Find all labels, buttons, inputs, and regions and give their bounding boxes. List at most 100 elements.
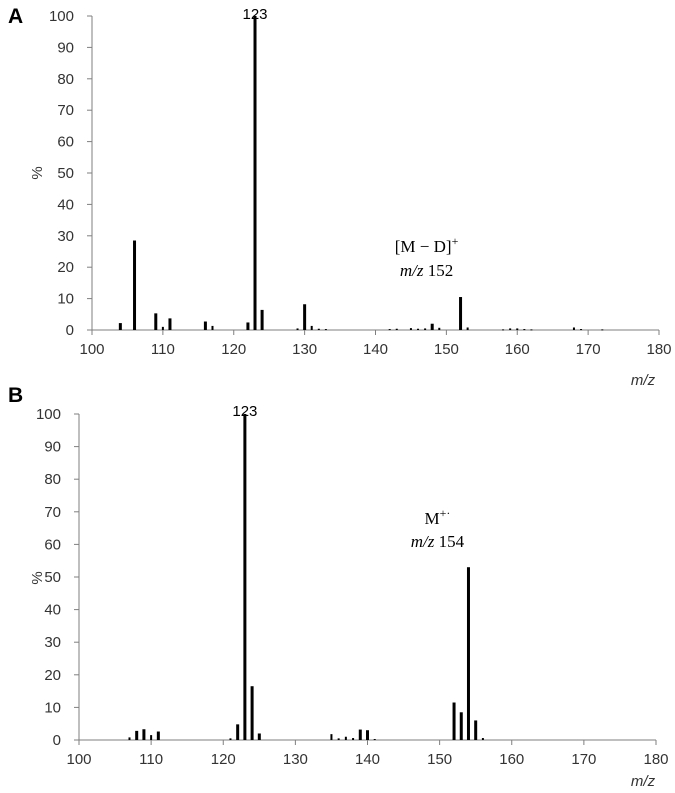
x-tick-label: 130 (283, 751, 308, 768)
spectrum-bar (481, 738, 484, 740)
spectrum-bar (296, 328, 299, 330)
y-tick-label: 20 (57, 259, 74, 276)
spectrum-bar (128, 737, 131, 740)
spectrum-bar (150, 735, 153, 740)
spectrum-bar (243, 414, 247, 740)
spectrum-bar (142, 729, 146, 740)
spectrum-bar (303, 304, 307, 330)
y-tick-label: 90 (44, 439, 61, 456)
spectrum-bar (523, 329, 526, 331)
x-tick-label: 110 (151, 341, 175, 358)
y-tick-label: 80 (57, 71, 74, 88)
spectrum-bar (253, 16, 257, 330)
spectrum-bar (509, 328, 512, 330)
x-axis-title: m/z (631, 773, 656, 790)
spectrum-bar (452, 702, 456, 740)
spectrum-bar (430, 323, 434, 330)
spectrum-bar (424, 328, 427, 330)
spectrum-bar (516, 328, 519, 330)
y-tick-label: 0 (53, 732, 61, 749)
x-tick-label: 180 (643, 751, 668, 768)
spectrum-bar (118, 323, 122, 330)
spectrum-bar (366, 730, 369, 740)
chart-panel-b: B 100 110 120 130 140 150 160 170 180 0 10 20 30 40 50 6… (8, 384, 669, 790)
x-tick-label: 160 (505, 341, 530, 358)
spectrum-bar (211, 325, 214, 330)
spectrum-bar (388, 329, 391, 331)
spectrum-bar (580, 329, 583, 331)
y-tick-label: 20 (44, 667, 61, 684)
y-tick-label: 80 (44, 471, 61, 488)
spectrum-bar (330, 734, 333, 740)
panel-label: A (8, 5, 23, 28)
spectrum-bar (133, 240, 137, 330)
x-tick-label: 160 (499, 751, 524, 768)
x-tick-label: 150 (434, 341, 459, 358)
x-tick-label: 120 (221, 341, 246, 358)
ion-mz-annotation: m/z 154 (411, 532, 465, 551)
spectrum-bar (229, 738, 232, 740)
x-tick-label: 130 (292, 341, 317, 358)
spectrum-bar (135, 730, 139, 740)
spectrum-bar (317, 328, 320, 330)
y-tick-label: 100 (49, 8, 74, 25)
y-tick-label: 10 (57, 291, 74, 308)
spectrum-bar (203, 321, 207, 330)
x-tick-label: 110 (139, 751, 163, 768)
spectrum-bar (236, 724, 240, 740)
x-axis-title: m/z (631, 372, 656, 389)
x-tick-label: 120 (211, 751, 236, 768)
y-tick-label: 50 (57, 165, 74, 182)
y-axis-title: % (29, 571, 46, 584)
ion-mz-annotation: m/z 152 (400, 261, 453, 280)
spectrum-bar (474, 720, 478, 740)
panel-label: B (8, 384, 23, 407)
spectrum-bar (246, 322, 250, 330)
x-tick-label: 170 (576, 341, 601, 358)
spectrum-bar (438, 327, 441, 330)
spectrum-bar (466, 327, 469, 330)
y-tick-label: 40 (44, 602, 61, 619)
x-tick-label: 100 (79, 341, 104, 358)
y-tick-label: 70 (57, 102, 74, 119)
y-tick-label: 60 (44, 536, 61, 553)
y-tick-label: 0 (66, 322, 74, 339)
spectrum-bar (310, 325, 313, 330)
spectrum-bar (337, 738, 340, 740)
spectrum-bar (530, 329, 533, 331)
x-tick-label: 170 (571, 751, 596, 768)
y-tick-label: 40 (57, 196, 74, 213)
spectrum-bar (409, 328, 412, 330)
x-tick-label: 150 (427, 751, 452, 768)
spectrum-bar (417, 328, 420, 330)
y-tick-label: 30 (44, 634, 61, 651)
y-tick-label: 10 (44, 699, 61, 716)
y-tick-label: 30 (57, 228, 74, 245)
y-tick-label: 100 (36, 406, 61, 423)
spectrum-bar (154, 313, 158, 330)
ion-annotation: M+· (425, 506, 451, 528)
ion-annotation: [M − D]+ (395, 234, 459, 256)
spectrum-bar (601, 329, 604, 331)
y-tick-label: 70 (44, 504, 61, 521)
spectrum-bar (156, 731, 160, 740)
spectrum-bar (250, 686, 254, 740)
spectrum-bar (260, 309, 264, 330)
base-peak-label: 123 (232, 403, 257, 420)
spectrum-bar (257, 733, 261, 740)
spectrum-bar (373, 739, 376, 741)
spectrum-bar (168, 318, 172, 330)
spectrum-bar (459, 297, 463, 330)
spectrum-bar (466, 567, 470, 740)
y-tick-label: 60 (57, 134, 74, 151)
x-tick-label: 180 (646, 341, 671, 358)
base-peak-label: 123 (242, 6, 267, 23)
y-tick-label: 90 (57, 39, 74, 56)
spectrum-bar (344, 736, 347, 740)
spectrum-bar (395, 328, 398, 330)
chart-panel-a: A 100 110 120 130 140 150 160 170 180 0 10 20 30 40 50 6… (8, 5, 672, 389)
spectrum-bar (502, 329, 505, 331)
spectrum-bar (358, 729, 362, 740)
y-tick-label: 50 (44, 569, 61, 586)
